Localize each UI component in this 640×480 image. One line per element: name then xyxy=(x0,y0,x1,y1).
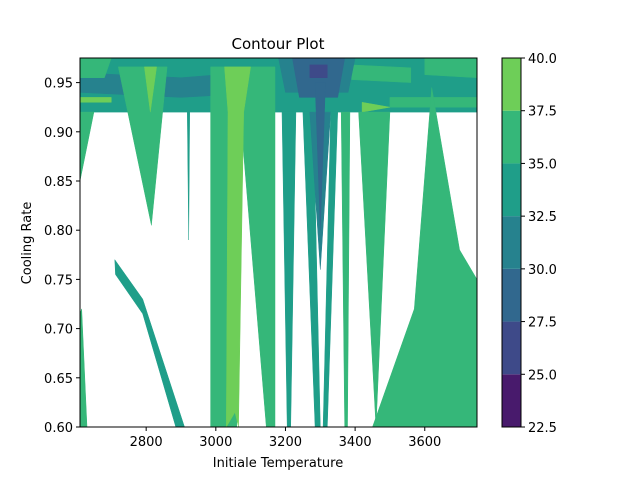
y-tick-label: 0.65 xyxy=(44,372,73,387)
contour-region-3 xyxy=(351,64,412,83)
colorbar xyxy=(502,58,521,427)
contour-region-23 xyxy=(322,111,338,427)
x-tick-label: 3200 xyxy=(269,435,302,450)
contour-region-9 xyxy=(80,97,112,103)
y-tick-label: 0.90 xyxy=(44,126,73,141)
x-tick-label: 2800 xyxy=(130,435,163,450)
colorbar-tick-label: 37.5 xyxy=(528,105,557,120)
x-axis-label: Initiale Temperature xyxy=(213,456,343,471)
contour-region-11 xyxy=(80,111,95,182)
colorbar-band xyxy=(502,321,521,375)
colorbar-tick-label: 22.5 xyxy=(528,421,557,436)
colorbar-tick-label: 30.0 xyxy=(528,263,557,278)
colorbar-tick-label: 32.5 xyxy=(528,210,557,225)
y-axis: 0.60 0.65 0.70 0.75 0.80 0.85 0.90 0.95 xyxy=(44,77,80,436)
y-axis-label: Cooling Rate xyxy=(20,202,35,285)
contour-region-2 xyxy=(80,58,112,78)
x-axis: 2800 3000 3200 3400 3600 xyxy=(130,427,441,450)
contour-region-4 xyxy=(424,58,477,78)
contour-region-26 xyxy=(372,87,477,427)
contour-region-18 xyxy=(224,66,251,427)
contour-region-25 xyxy=(358,111,391,427)
colorbar-band xyxy=(502,374,521,427)
chart-title: Contour Plot xyxy=(232,35,325,53)
y-tick-label: 0.70 xyxy=(44,323,73,338)
contour-region-14 xyxy=(114,258,185,427)
colorbar-frame xyxy=(501,57,522,428)
plot-area xyxy=(80,58,477,427)
contour-region-8 xyxy=(309,64,328,78)
colorbar-band xyxy=(502,163,521,217)
y-tick-label: 0.80 xyxy=(44,224,73,239)
colorbar-tick-label: 35.0 xyxy=(528,157,557,172)
contour-region-24 xyxy=(340,111,351,427)
colorbar-band xyxy=(502,268,521,322)
contour-region-13 xyxy=(144,66,157,113)
y-tick-label: 0.60 xyxy=(44,421,73,436)
contour-region-10 xyxy=(361,102,390,113)
x-tick-label: 3400 xyxy=(339,435,372,450)
contour-region-19 xyxy=(281,111,297,427)
colorbar-tick-label: 40.0 xyxy=(528,52,557,67)
colorbar-band xyxy=(502,58,521,111)
y-tick-label: 0.85 xyxy=(44,175,73,190)
contour-region-16 xyxy=(187,111,190,241)
colorbar-tick-label: 25.0 xyxy=(528,368,557,383)
colorbar-axis: 22.5 25.0 27.5 30.0 32.5 35.0 37.5 40.0 xyxy=(521,52,557,436)
y-tick-label: 0.75 xyxy=(44,273,73,288)
contour-region-15 xyxy=(80,308,88,427)
contour-region-12 xyxy=(117,66,168,226)
x-tick-label: 3600 xyxy=(408,435,441,450)
colorbar-band xyxy=(502,110,521,164)
colorbar-tick-label: 27.5 xyxy=(528,316,557,331)
x-tick-label: 3000 xyxy=(199,435,232,450)
contour-region-22 xyxy=(314,82,326,231)
plot-frame xyxy=(79,57,478,428)
y-tick-label: 0.95 xyxy=(44,77,73,92)
colorbar-band xyxy=(502,216,521,269)
